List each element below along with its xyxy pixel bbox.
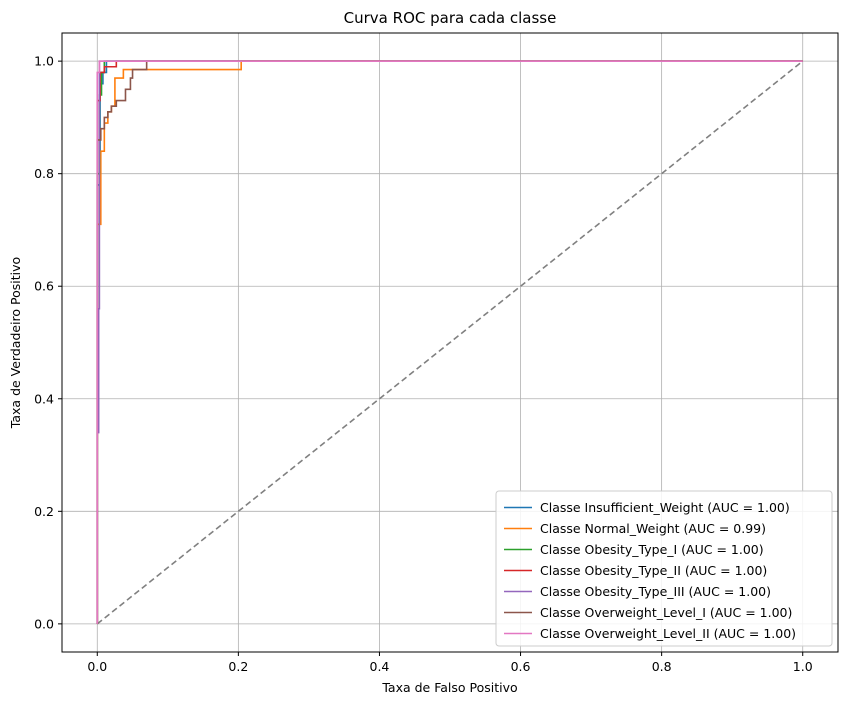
roc-series (96, 60, 803, 624)
legend-entry-0: Classe Insufficient_Weight (AUC = 1.00) (540, 500, 790, 515)
y-tick-label-2: 0.4 (34, 391, 54, 406)
x-tick-label-2: 0.4 (370, 659, 390, 674)
y-tick-label-4: 0.8 (34, 166, 54, 181)
legend-box (495, 490, 833, 647)
legend-entry-5: Classe Overweight_Level_I (AUC = 1.00) (540, 605, 792, 620)
y-axis-label: Taxa de Verdadeiro Positivo (8, 257, 23, 429)
series-line-3 (96, 60, 803, 624)
x-tick-label-4: 0.8 (652, 659, 672, 674)
legend-entry-1: Classe Normal_Weight (AUC = 0.99) (540, 521, 766, 536)
series-line-0 (96, 60, 803, 624)
x-axis-label: Taxa de Falso Positivo (381, 680, 517, 695)
y-tick-label-3: 0.6 (34, 279, 54, 294)
series-line-5 (96, 60, 803, 624)
diagonal-line (96, 60, 804, 625)
legend-entry-6: Classe Overweight_Level_II (AUC = 1.00) (540, 626, 796, 641)
chart-title: Curva ROC para cada classe (344, 9, 557, 27)
y-tick-label-5: 1.0 (34, 54, 54, 69)
y-tick-label-0: 0.0 (34, 616, 54, 631)
legend-entry-2: Classe Obesity_Type_I (AUC = 1.00) (540, 542, 764, 557)
legend-entry-3: Classe Obesity_Type_II (AUC = 1.00) (540, 563, 767, 578)
y-tick-label-1: 0.2 (34, 504, 54, 519)
legend-entry-4: Classe Obesity_Type_III (AUC = 1.00) (540, 584, 771, 599)
series-line-6 (96, 60, 803, 624)
axis-ticks: 0.0 0.2 0.4 0.6 0.8 1.0 0.0 0.2 0.4 0.6 0.8 1.0 (34, 54, 813, 674)
x-tick-label-0: 0.0 (87, 659, 107, 674)
chance-diagonal (96, 60, 804, 625)
x-tick-label-1: 0.2 (228, 659, 248, 674)
x-tick-label-3: 0.6 (511, 659, 531, 674)
plot-frame (61, 32, 839, 653)
legend: Classe Insufficient_Weight (AUC = 1.00) C… (495, 490, 833, 647)
x-tick-label-5: 1.0 (793, 659, 813, 674)
